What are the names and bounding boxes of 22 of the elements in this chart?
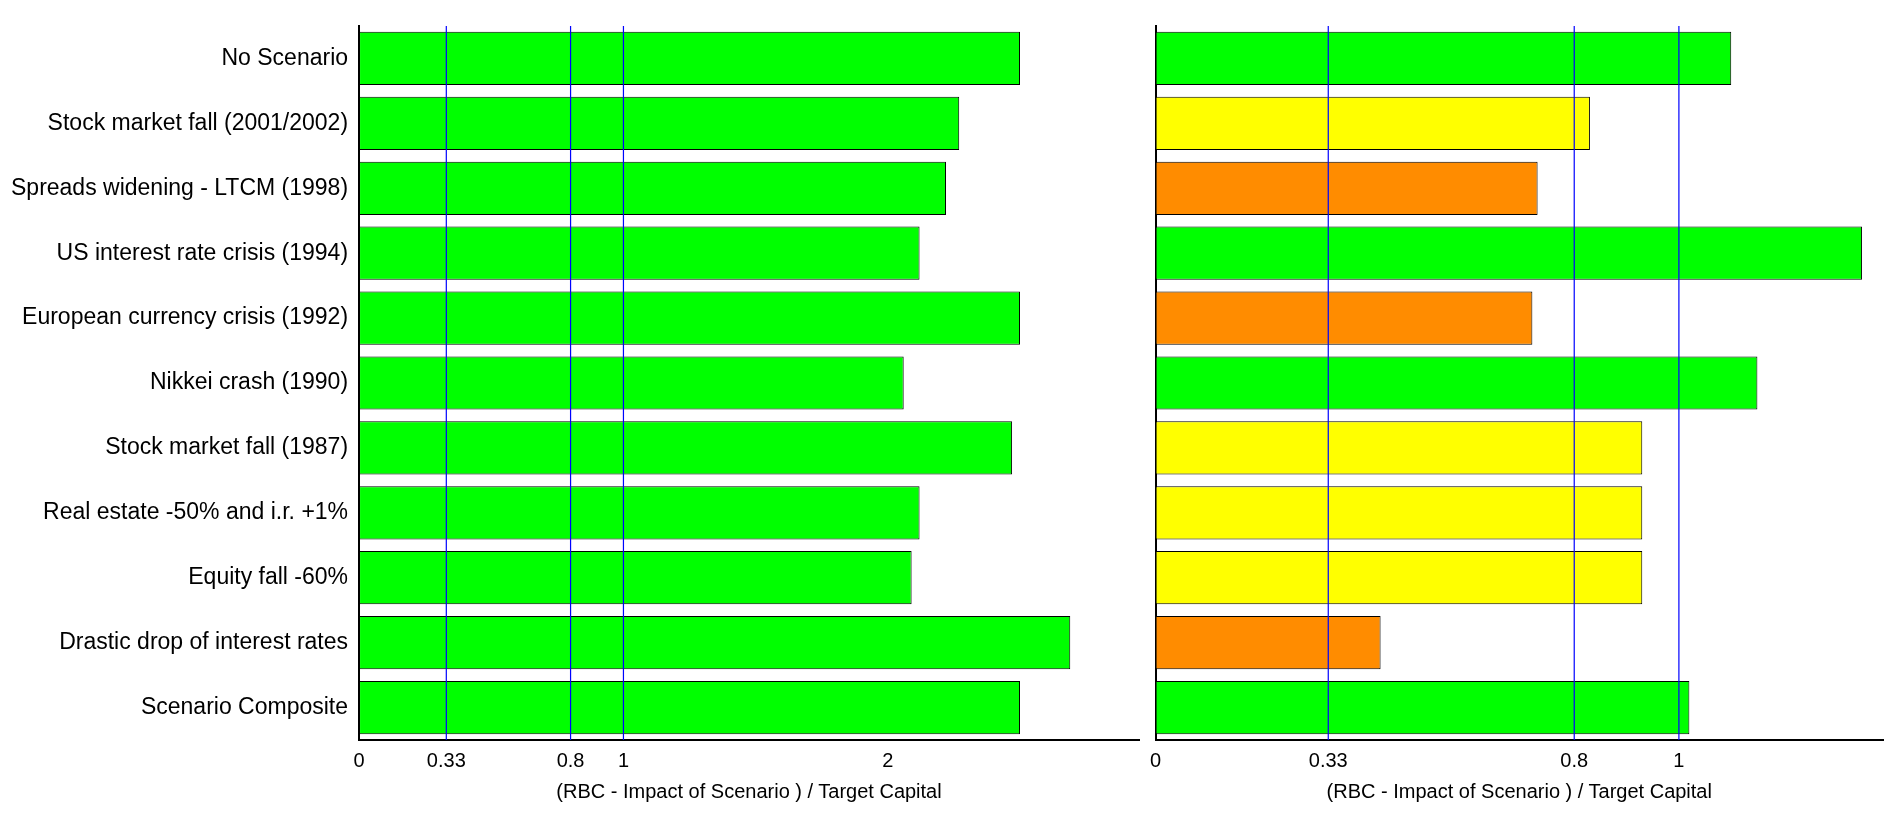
x-tick-label: 0.8: [556, 748, 585, 771]
x-tick-label: 1: [1673, 748, 1685, 771]
x-tick-label: 2: [882, 748, 894, 771]
x-tick-label: 0.8: [1560, 748, 1589, 771]
y-tick-label: Equity fall -60%: [188, 563, 349, 590]
x-tick-label: 0: [1150, 748, 1162, 771]
x-tick-label: 1: [617, 748, 630, 771]
x-axis-title: (RBC - Impact of Scenario ) / Target Capital: [556, 779, 942, 802]
y-tick-label: Nikkei crash (1990): [149, 368, 349, 395]
x-tick-label: 0.33: [1308, 748, 1348, 771]
y-tick-label: Spreads widening - LTCM (1998): [11, 173, 349, 200]
y-tick-label: US interest rate crisis (1994): [56, 238, 349, 265]
x-tick-label: 0: [353, 748, 365, 771]
x-tick-label: 0.33: [426, 748, 466, 771]
y-tick-label: Real estate -50% and i.r. +1%: [43, 498, 349, 525]
y-tick-label: Drastic drop of interest rates: [59, 627, 349, 654]
x-axis-title: (RBC - Impact of Scenario ) / Target Capital: [1326, 779, 1712, 802]
y-tick-label: Stock market fall (1987): [105, 433, 349, 460]
y-tick-label: Stock market fall (2001/2002): [47, 108, 349, 135]
y-tick-label: No Scenario: [221, 43, 349, 70]
y-tick-label: Scenario Composite: [140, 692, 349, 719]
y-tick-label: European currency crisis (1992): [22, 303, 349, 330]
